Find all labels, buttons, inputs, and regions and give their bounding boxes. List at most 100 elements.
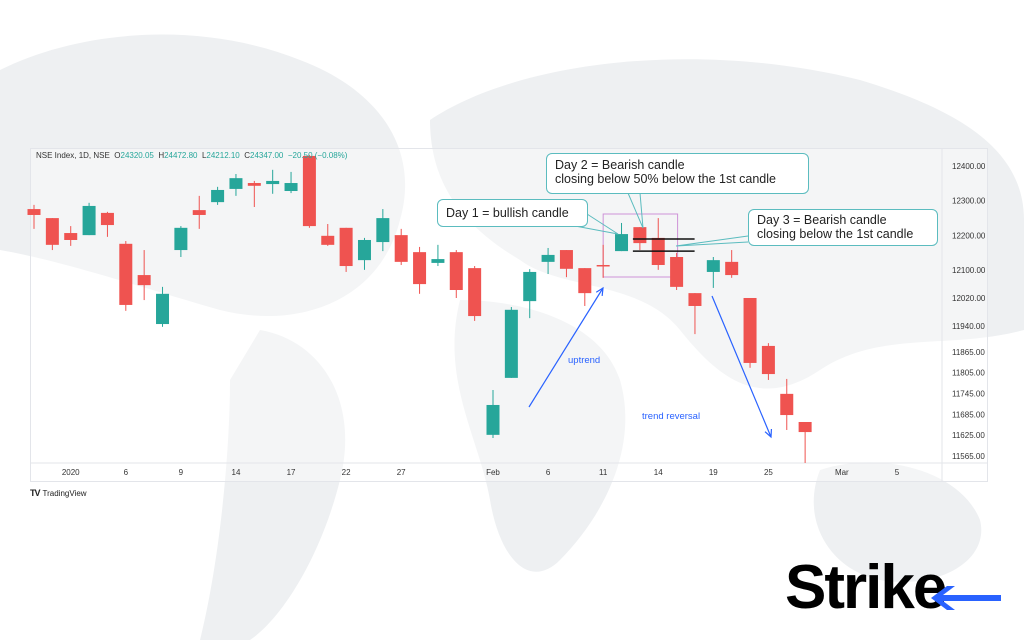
callout-day1: Day 1 = bullish candle (437, 199, 588, 227)
candle-body (119, 243, 133, 305)
candle-body (780, 393, 794, 416)
candle (137, 250, 151, 301)
candle-body (247, 183, 261, 186)
candle (339, 227, 353, 272)
candle (743, 297, 757, 368)
candle-body (192, 210, 206, 215)
candle-body (413, 252, 427, 285)
open-label: O (114, 151, 121, 160)
y-tick-label: 12100.00 (952, 266, 986, 275)
x-tick-label: 22 (342, 468, 351, 477)
callout-day1-pointer (574, 213, 619, 235)
change-value: −20.50 (−0.08%) (287, 151, 348, 160)
x-tick-label: 27 (397, 468, 406, 477)
high-label: H (158, 151, 165, 160)
candle-body (725, 261, 739, 276)
candle-body (82, 205, 96, 236)
tradingview-brand[interactable]: TV TradingView (30, 488, 87, 498)
candle-body (633, 227, 647, 244)
close-value: 24347.00 (250, 151, 284, 160)
candle (578, 268, 592, 306)
candle (45, 218, 59, 251)
candle (100, 211, 114, 237)
candle (615, 222, 629, 252)
callout-day2-line2: closing below 50% below the 1st candle (555, 172, 776, 186)
strike-logo-text: Strike (785, 553, 947, 622)
candle-body (431, 259, 445, 263)
candle (706, 257, 720, 288)
candle-body (394, 235, 408, 262)
x-tick-label: Feb (486, 468, 500, 477)
candle (670, 252, 684, 291)
candle (486, 390, 500, 438)
arrow-head (595, 286, 604, 297)
candle-body (284, 183, 298, 192)
candle (266, 169, 280, 194)
open-value: 24320.05 (120, 151, 154, 160)
candle-body (706, 260, 720, 272)
symbol-label: NSE Index, 1D, NSE (36, 151, 110, 160)
trend-reversal-arrow (711, 295, 773, 439)
high-value: 24472.80 (164, 151, 198, 160)
candle-body (376, 218, 390, 243)
candle (229, 173, 243, 196)
candle-body (137, 275, 151, 286)
arrow-shaft (528, 287, 604, 408)
x-tick-label: 17 (287, 468, 296, 477)
callout-day3-line1: Day 3 = Bearish candle (757, 213, 887, 227)
candle-body (100, 212, 114, 226)
candle-body (321, 235, 335, 245)
y-tick-label: 12200.00 (952, 231, 986, 240)
candle (596, 244, 610, 278)
callout-day3: Day 3 = Bearish candle closing below the… (748, 209, 938, 246)
x-tick-label: 6 (124, 468, 129, 477)
y-tick-label: 11565.00 (952, 452, 985, 461)
callout-day3-pointer (675, 235, 749, 247)
uptrend-arrow (528, 286, 604, 408)
x-tick-label: 11 (599, 468, 608, 477)
candle (541, 247, 555, 275)
y-tick-label: 11940.00 (952, 322, 985, 331)
arrow-head (764, 428, 773, 439)
close-label: C (244, 151, 250, 160)
candle-body (174, 227, 188, 251)
callout-day3-line2: closing below the 1st candle (757, 227, 914, 241)
candle-body (449, 252, 463, 291)
tradingview-label: TradingView (42, 488, 87, 498)
low-label: L (201, 151, 207, 160)
x-tick-label: 2020 (62, 468, 80, 477)
x-tick-label: 14 (232, 468, 241, 477)
y-tick-label: 11865.00 (952, 348, 985, 357)
candle (247, 180, 261, 207)
candle-body (596, 264, 610, 267)
candle (504, 307, 518, 378)
ohlc-legend: NSE Index, 1D, NSE O24320.05 H24472.80 L… (36, 151, 347, 160)
candle (761, 343, 775, 380)
candle-body (229, 178, 243, 189)
x-tick-label: 25 (764, 468, 773, 477)
candle-body (504, 309, 518, 378)
y-tick-label: 11685.00 (952, 410, 985, 419)
candle (357, 237, 371, 270)
candle-body (743, 297, 757, 363)
candle-body (357, 239, 371, 261)
strike-logo: Strike (785, 552, 1001, 623)
tradingview-logo-icon: TV (30, 488, 40, 498)
candle (376, 209, 390, 252)
candle-body (156, 293, 170, 325)
candle (559, 250, 573, 278)
candle (651, 218, 665, 270)
y-tick-label: 11625.00 (952, 431, 985, 440)
candle (27, 204, 41, 229)
candle-body (302, 155, 316, 227)
candle (413, 246, 427, 294)
candle-body (45, 218, 59, 245)
candle (192, 195, 206, 229)
candle (449, 250, 463, 298)
y-tick-label: 11805.00 (952, 369, 985, 378)
arrow-shaft (711, 295, 772, 438)
candle-body (27, 209, 41, 215)
x-tick-label: 9 (179, 468, 184, 477)
